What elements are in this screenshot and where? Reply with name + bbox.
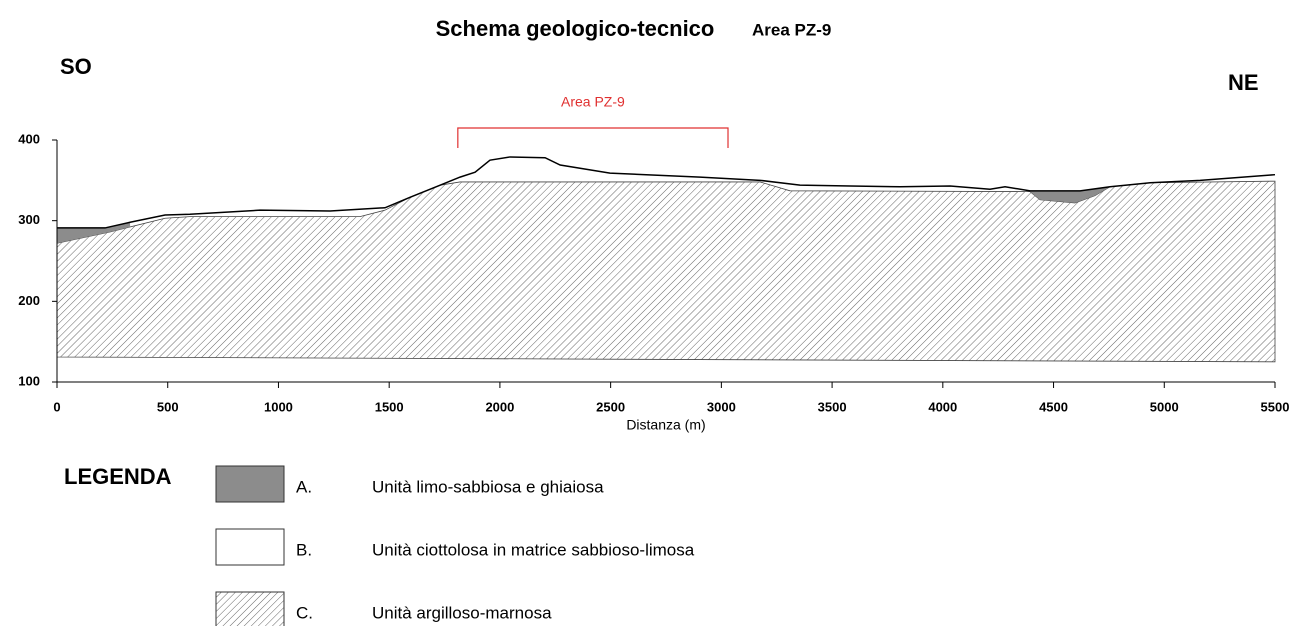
legend-label: Unità ciottolosa in matrice sabbioso-lim… — [372, 540, 695, 559]
legend-code: C. — [296, 603, 313, 622]
plot: 0 500 1000 1500 2000 2500 3000 3500 4000 4500 5000… — [18, 94, 1289, 415]
x-tick-label: 2500 — [596, 399, 625, 414]
x-axis-label: Distanza (m) — [626, 417, 705, 433]
x-tick-label: 2000 — [485, 399, 514, 414]
legend-label: Unità argilloso-marnosa — [372, 603, 552, 622]
chart: Schema geologico-tecnico Area PZ-9 SO NE… — [0, 0, 1298, 626]
legend-title: LEGENDA — [64, 464, 172, 489]
x-tick-label: 5000 — [1150, 399, 1179, 414]
legend-swatch — [216, 592, 284, 626]
legend: A. Unità limo-sabbiosa e ghiaiosa B. Unità … — [216, 466, 695, 626]
y-tick-label: 100 — [18, 373, 40, 388]
x-tick-label: 5500 — [1261, 399, 1290, 414]
annotation-label: Area PZ-9 — [561, 94, 625, 110]
legend-swatch — [216, 529, 284, 565]
chart-title: Schema geologico-tecnico — [436, 16, 715, 41]
legend-label: Unità limo-sabbiosa e ghiaiosa — [372, 477, 604, 496]
x-tick-label: 1000 — [264, 399, 293, 414]
x-tick-label: 0 — [53, 399, 60, 414]
legend-swatch — [216, 466, 284, 502]
y-tick-label: 300 — [18, 212, 40, 227]
x-tick-label: 3500 — [818, 399, 847, 414]
y-tick-label: 400 — [18, 131, 40, 146]
left-label: SO — [60, 54, 92, 79]
x-tick-label: 1500 — [375, 399, 404, 414]
right-label: NE — [1228, 70, 1259, 95]
annotation-bracket — [458, 128, 728, 148]
x-tick-label: 4000 — [928, 399, 957, 414]
chart-subtitle: Area PZ-9 — [752, 20, 831, 39]
unit-c-area — [57, 181, 1275, 362]
x-tick-label: 500 — [157, 399, 179, 414]
x-tick-label: 3000 — [707, 399, 736, 414]
legend-code: A. — [296, 477, 312, 496]
x-tick-label: 4500 — [1039, 399, 1068, 414]
y-tick-label: 200 — [18, 293, 40, 308]
legend-code: B. — [296, 540, 312, 559]
